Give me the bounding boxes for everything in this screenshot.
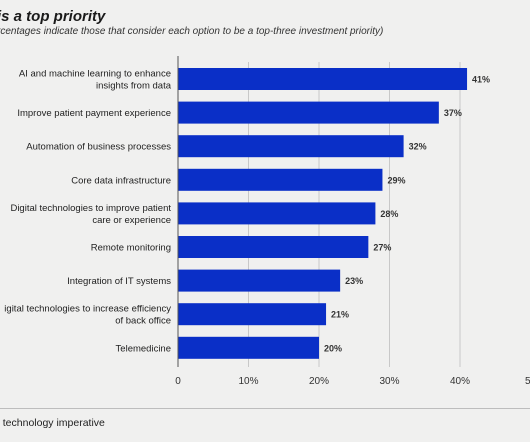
category-label: Remote monitoring <box>91 243 171 254</box>
value-label: 28% <box>380 209 398 219</box>
x-tick-label: 0 <box>175 376 181 387</box>
divider <box>0 408 530 409</box>
category-label-line: Digital technologies to improve patient <box>10 203 171 214</box>
category-label: igital technologies to increase efficien… <box>4 304 171 327</box>
bar-chart: AI and machine learning to enhance insigh… <box>4 56 530 387</box>
bar <box>178 135 404 158</box>
chart-title: is a top priority <box>0 8 106 25</box>
value-label: 41% <box>472 75 490 85</box>
x-tick-label: 30% <box>379 376 399 387</box>
category-label-line: igital technologies to increase efficien… <box>4 304 171 315</box>
bar <box>178 303 327 326</box>
category-label-line: Improve patient payment experience <box>17 108 171 119</box>
x-tick-label: 10% <box>238 376 258 387</box>
category-label: Automation of business processes <box>26 142 171 153</box>
footer-source: e technology imperative <box>0 417 105 429</box>
category-label: Telemedicine <box>116 343 171 354</box>
value-label: 21% <box>331 310 349 320</box>
category-label-line: AI and machine learning to enhance <box>19 69 171 80</box>
bar <box>178 68 468 90</box>
category-label: Core data infrastructure <box>71 175 171 186</box>
bar <box>178 202 376 225</box>
x-tick-label: 20% <box>309 376 329 387</box>
category-label-line: care or experience <box>92 215 171 226</box>
category-label-line: Telemedicine <box>116 343 171 354</box>
category-label: Integration of IT systems <box>67 276 171 287</box>
value-label: 23% <box>345 276 363 286</box>
category-label: AI and machine learning to enhance insigh… <box>19 69 172 92</box>
bar <box>178 336 319 359</box>
value-label: 27% <box>373 243 391 253</box>
value-label: 32% <box>409 142 427 152</box>
bar <box>178 101 439 124</box>
chart-subtitle: rcentages indicate those that consider e… <box>0 26 384 37</box>
bar <box>178 269 341 292</box>
category-label-line: Automation of business processes <box>26 142 171 153</box>
x-tick-label: 40% <box>450 376 470 387</box>
category-label-line: Core data infrastructure <box>71 175 171 186</box>
value-label: 37% <box>444 108 462 118</box>
value-label: 29% <box>387 175 405 185</box>
bar <box>178 236 369 258</box>
category-label: Improve patient payment experience <box>17 108 171 119</box>
x-tick-label: 50 <box>525 376 530 387</box>
category-label-line: Remote monitoring <box>91 243 171 254</box>
bar <box>178 168 383 191</box>
category-label-line: insights from data <box>96 81 172 92</box>
category-label-line: of back office <box>115 316 171 327</box>
category-label: Digital technologies to improve patient c… <box>10 203 171 226</box>
category-label-line: Integration of IT systems <box>67 276 171 287</box>
value-label: 20% <box>324 343 342 353</box>
